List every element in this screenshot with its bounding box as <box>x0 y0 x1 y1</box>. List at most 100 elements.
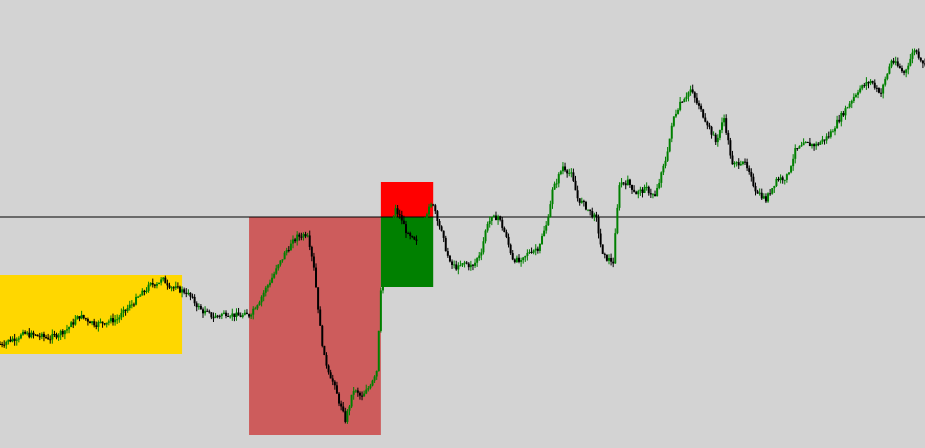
candle-bear <box>842 113 845 116</box>
candle-bull <box>810 144 813 147</box>
candle-bull <box>174 286 177 289</box>
candle-bear <box>706 121 709 126</box>
candle-bull <box>779 177 782 181</box>
candle-bull <box>549 204 552 218</box>
candle-bear <box>777 178 780 181</box>
candle-bear <box>921 60 924 64</box>
candle-bear <box>321 325 324 346</box>
candle-bear <box>635 191 638 195</box>
candle-bull <box>425 214 428 218</box>
candle-bull <box>846 107 849 109</box>
candle-bear <box>329 372 332 379</box>
candle-bull <box>350 394 353 407</box>
candle-bear <box>396 208 399 215</box>
candle-bull <box>894 61 897 63</box>
candle-bear <box>595 214 598 218</box>
candle-bear <box>727 132 730 141</box>
candle-bull <box>220 313 223 317</box>
candle-bull <box>170 287 173 289</box>
candle-bear <box>13 338 16 341</box>
candle-bear <box>702 109 705 118</box>
candle-bear <box>216 315 219 317</box>
candle-bull <box>59 330 62 336</box>
candle-bear <box>633 189 636 192</box>
candle-bull <box>306 235 309 237</box>
candle-bull <box>260 296 263 303</box>
candle-bull <box>869 81 872 84</box>
candle-bull <box>279 260 282 265</box>
candle-bull <box>369 385 372 389</box>
candle-bear <box>622 182 625 184</box>
candle-bull <box>273 273 276 278</box>
candle-bull <box>80 315 83 319</box>
candle-bear <box>725 118 728 133</box>
candle-bull <box>522 257 525 261</box>
candle-bull <box>76 316 79 320</box>
candle-bull <box>865 82 868 86</box>
candle-bull <box>107 321 110 323</box>
candle-bear <box>248 314 251 317</box>
candle-bear <box>325 355 328 366</box>
candle-bull <box>91 321 94 324</box>
candle-bear <box>95 325 98 327</box>
candle-bear <box>45 337 48 339</box>
candle-bull <box>160 279 163 283</box>
candle-bull <box>57 335 60 338</box>
candle-bear <box>404 224 407 234</box>
candle-bear <box>9 339 12 342</box>
candle-bear <box>647 186 650 194</box>
candle-bull <box>555 183 558 185</box>
candle-bull <box>417 236 420 241</box>
candle-bull <box>268 282 271 286</box>
candle-bull <box>482 241 485 253</box>
candle-bull <box>70 322 73 328</box>
candle-bear <box>708 125 711 127</box>
candle-bear <box>507 236 510 245</box>
candle-bear <box>744 161 747 163</box>
candle-bear <box>589 209 592 212</box>
candle-bear <box>584 201 587 210</box>
candle-bear <box>572 172 575 181</box>
candle-bear <box>28 332 31 338</box>
candle-bear <box>413 236 416 240</box>
candle-bear <box>769 193 772 195</box>
candle-bull <box>532 250 535 253</box>
candle-bear <box>61 330 64 335</box>
candle-bull <box>520 260 523 262</box>
candle-bull <box>790 166 793 173</box>
candle-bull <box>258 302 261 306</box>
candle-bear <box>806 141 809 143</box>
candle-bear <box>737 162 740 166</box>
candle-bull <box>620 182 623 186</box>
candle-bull <box>723 118 726 123</box>
candle-bull <box>783 179 786 181</box>
candle-bear <box>315 267 318 288</box>
candle-bull <box>283 252 286 260</box>
candle-bear <box>166 283 169 286</box>
candle-bull <box>907 65 910 70</box>
candle-bull <box>114 319 117 323</box>
candle-bear <box>183 289 186 293</box>
candle-bull <box>616 207 619 234</box>
candle-bear <box>746 161 749 169</box>
candle-bull <box>419 231 422 237</box>
candle-bull <box>819 142 822 145</box>
candle-bull <box>365 389 368 394</box>
candle-bull <box>593 214 596 218</box>
candle-bear <box>731 155 734 165</box>
candle-bull <box>825 136 828 141</box>
candle-bull <box>476 258 479 263</box>
candle-bull <box>275 268 278 274</box>
candle-bear <box>409 233 412 237</box>
candle-bear <box>748 168 751 172</box>
candle-bull <box>145 290 148 293</box>
candle-bear <box>603 253 606 255</box>
candle-bear <box>82 315 85 319</box>
candle-bull <box>421 224 424 232</box>
candle-bear <box>873 82 876 88</box>
candle-bull <box>553 183 556 190</box>
candle-bear <box>601 244 604 254</box>
candle-bull <box>857 92 860 95</box>
candle-bear <box>84 318 87 320</box>
candle-bull <box>670 125 673 139</box>
